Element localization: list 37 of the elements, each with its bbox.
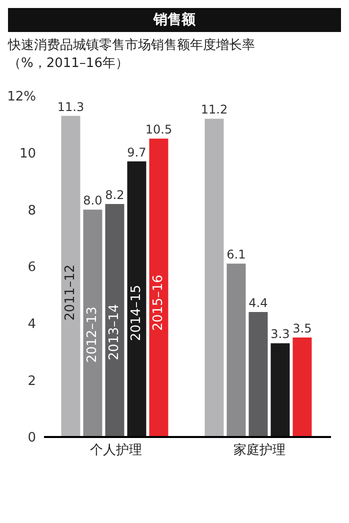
data-label: 4.4 — [248, 296, 268, 310]
x-tick-label: 个人护理 — [90, 443, 142, 458]
bar — [248, 312, 268, 437]
series-label: 2014–15 — [129, 284, 144, 342]
data-label: 9.7 — [127, 145, 146, 160]
data-label: 8.2 — [105, 188, 124, 202]
text: （%，2011–16年） — [8, 55, 130, 72]
bar — [226, 264, 246, 437]
y-tick-label: 4 — [28, 316, 36, 332]
data-label: 3.5 — [292, 322, 312, 336]
chart-title: 销售额 — [8, 8, 341, 32]
bar — [204, 118, 224, 437]
data-label: 6.1 — [226, 248, 246, 262]
bar — [61, 116, 80, 437]
y-tick-label: 12% — [7, 90, 36, 105]
series-label: 2015–16 — [151, 274, 166, 331]
y-tick-label: 2 — [28, 374, 36, 389]
data-label: 11.2 — [200, 102, 228, 117]
bar — [83, 210, 102, 437]
series-label: 2012–13 — [85, 306, 100, 363]
bar — [292, 338, 312, 437]
data-label: 10.5 — [145, 122, 172, 137]
y-tick-label: 10 — [19, 146, 36, 162]
y-tick-label: 8 — [28, 203, 36, 218]
bar — [270, 343, 290, 437]
series-label: 2013–14 — [107, 304, 122, 360]
x-tick-label: 家庭护理 — [233, 442, 286, 458]
bar — [149, 138, 168, 437]
bar — [105, 204, 124, 437]
data-label: 3.3 — [270, 327, 290, 342]
series-label: 2011–12 — [63, 264, 78, 321]
bar — [127, 161, 146, 437]
chart-subtitle: 快速消费品城镇零售市场销售额年度增长率 — [8, 37, 256, 54]
data-label: 11.3 — [57, 100, 84, 114]
y-tick-label: 6 — [28, 260, 36, 276]
y-tick-label: 0 — [28, 430, 36, 446]
data-label: 8.0 — [83, 194, 102, 208]
